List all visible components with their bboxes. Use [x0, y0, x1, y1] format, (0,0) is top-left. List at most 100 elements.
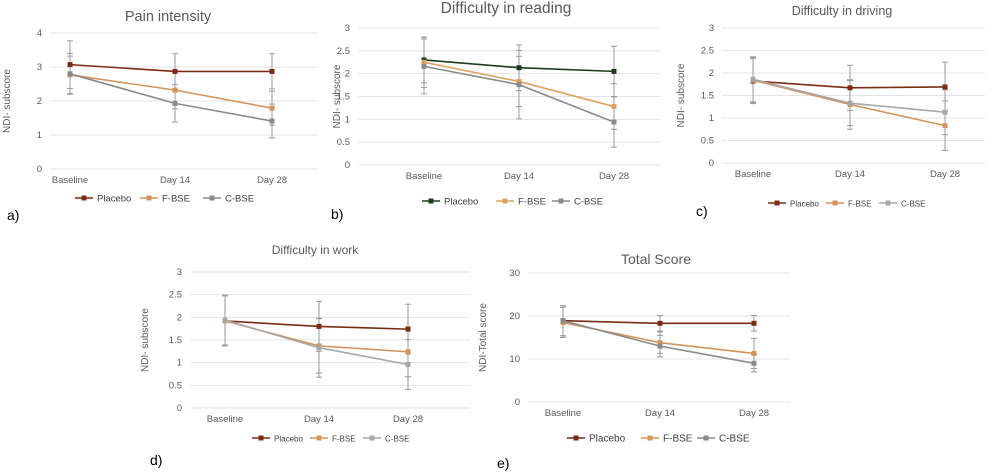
x-tick-label: Day 14: [645, 408, 675, 419]
chart-title: Total Score: [621, 251, 691, 267]
data-point-c-bse: [172, 100, 178, 106]
series-line-f-bse: [562, 321, 755, 355]
x-tick-label: Day 28: [739, 408, 769, 419]
data-point-c-bse: [67, 71, 73, 77]
legend-marker-placebo: [258, 435, 264, 441]
x-tick-label: Day 14: [160, 175, 190, 186]
legend-label-c-bse: C-BSE: [901, 200, 925, 209]
x-tick-label: Day 28: [393, 414, 423, 425]
y-tick-label: 3: [345, 23, 350, 34]
panel-label: d): [150, 452, 162, 468]
y-tick-label: 0: [37, 164, 42, 175]
chart-title: Pain intensity: [125, 9, 212, 25]
data-point-c-bse: [405, 361, 411, 367]
legend-marker-placebo: [774, 200, 780, 206]
y-tick-label: 0: [709, 158, 714, 169]
data-point-c-bse: [750, 76, 756, 82]
series-line-f-bse: [69, 74, 273, 109]
data-point-f-bse: [421, 59, 427, 65]
y-tick-label: 1.5: [337, 92, 350, 103]
y-tick-label: 0.5: [337, 137, 350, 148]
panel-label: c): [696, 203, 708, 219]
y-axis-label: NDI- subscore: [2, 69, 13, 133]
legend-label-c-bse: C-BSE: [225, 194, 254, 205]
legend-label-c-bse: C-BSE: [385, 435, 409, 444]
y-tick-label: 1: [345, 114, 350, 125]
data-point-c-bse: [421, 63, 427, 69]
data-point-c-bse: [560, 318, 566, 324]
y-tick-label: 1.5: [701, 91, 714, 102]
data-point-c-bse: [847, 100, 853, 106]
x-tick-label: Day 14: [304, 414, 334, 425]
x-tick-label: Day 28: [599, 171, 629, 182]
panel-label: b): [331, 206, 343, 222]
legend-label-placebo: Placebo: [97, 194, 131, 205]
legend-marker-placebo: [428, 198, 434, 204]
legend-label-f-bse: F-BSE: [162, 194, 190, 205]
legend-label-placebo: Placebo: [790, 200, 819, 209]
series-line-placebo: [69, 63, 272, 73]
x-tick-label: Baseline: [545, 408, 581, 419]
chart-title: Difficulty in driving: [792, 4, 893, 18]
panel-label: e): [497, 455, 509, 471]
legend-marker-f-bse: [832, 200, 838, 206]
y-tick-label: 2: [709, 68, 714, 79]
legend-label-placebo: Placebo: [274, 435, 303, 444]
data-point-f-bse: [611, 104, 617, 110]
legend-label-f-bse: F-BSE: [663, 434, 693, 445]
legend-label-f-bse: F-BSE: [332, 435, 356, 444]
y-tick-label: 3: [177, 267, 182, 278]
y-tick-label: 3: [37, 62, 42, 73]
data-point-placebo: [316, 323, 322, 329]
panel-label: a): [7, 207, 19, 223]
y-tick-label: 0: [345, 160, 350, 171]
data-point-c-bse: [516, 82, 522, 88]
y-axis-label: NDI-Total score: [478, 303, 489, 372]
data-point-c-bse: [316, 345, 322, 351]
legend-marker-c-bse: [369, 435, 375, 441]
y-tick-label: 2.5: [337, 46, 350, 57]
y-tick-label: 1.5: [169, 335, 182, 346]
y-tick-label: 0.5: [701, 136, 714, 147]
data-point-placebo: [942, 84, 948, 90]
y-tick-label: 1: [37, 130, 42, 141]
x-tick-label: Day 28: [257, 175, 287, 186]
data-point-c-bse: [657, 343, 663, 349]
y-tick-label: 3: [709, 23, 714, 34]
data-point-f-bse: [942, 123, 948, 129]
y-tick-label: 1: [709, 113, 714, 124]
legend-label-placebo: Placebo: [444, 197, 478, 208]
data-point-c-bse: [942, 109, 948, 115]
y-tick-label: 2.5: [169, 290, 182, 301]
y-tick-label: 2: [177, 312, 182, 323]
x-tick-label: Baseline: [406, 171, 442, 182]
chart-title: Difficulty in work: [272, 243, 359, 257]
data-point-f-bse: [269, 105, 275, 111]
data-point-placebo: [67, 62, 73, 68]
legend-marker-f-bse: [316, 435, 322, 441]
legend-marker-f-bse: [647, 435, 653, 441]
y-tick-label: 2.5: [701, 46, 714, 57]
data-point-f-bse: [751, 350, 757, 356]
y-tick-label: 30: [509, 268, 520, 279]
data-point-c-bse: [611, 119, 617, 125]
y-tick-label: 4: [37, 28, 42, 39]
legend-marker-c-bse: [558, 198, 564, 204]
legend-marker-f-bse: [146, 195, 152, 201]
x-tick-label: Day 14: [504, 171, 534, 182]
data-point-f-bse: [516, 78, 522, 84]
data-point-f-bse: [405, 349, 411, 355]
legend-marker-f-bse: [502, 198, 508, 204]
data-point-placebo: [405, 326, 411, 332]
legend-label-c-bse: C-BSE: [719, 434, 750, 445]
y-tick-label: 0: [177, 403, 182, 414]
y-tick-label: 2: [345, 69, 350, 80]
data-point-c-bse: [222, 317, 228, 323]
data-point-f-bse: [172, 87, 178, 93]
chart-c: 0 0.5 1 1.5 2 2.5 3 Baseline Day 14 Day 28 Difficu…: [676, 4, 985, 219]
chart-e: 0 10 20 30 Baseline Day 14 Day 28 Total Score ND…: [478, 251, 790, 471]
legend-label-c-bse: C-BSE: [574, 197, 603, 208]
x-tick-label: Baseline: [735, 169, 771, 180]
legend-marker-placebo: [573, 435, 579, 441]
